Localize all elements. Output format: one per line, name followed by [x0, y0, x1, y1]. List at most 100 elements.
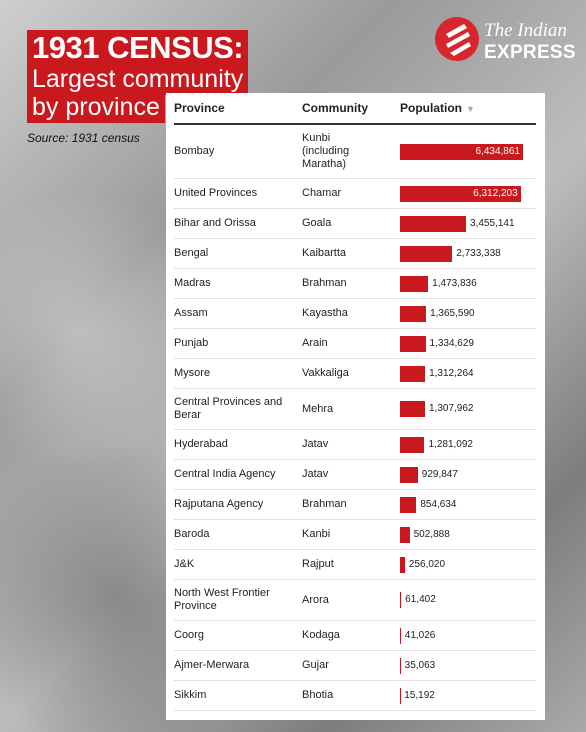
bar — [400, 365, 426, 382]
table-row: Baroda Kanbi 502,888 — [174, 520, 536, 550]
value-label: 502,888 — [413, 528, 450, 540]
table-row: Bihar and Orissa Goala 3,455,141 — [174, 209, 536, 239]
value-label: 15,192 — [404, 689, 435, 701]
column-header-cell[interactable]: Population ▼ — [400, 101, 536, 115]
logo-icon — [435, 17, 479, 61]
table-row: Bengal Kaibartta 2,733,338 — [174, 239, 536, 269]
bar — [400, 401, 425, 417]
province: Madras — [174, 277, 211, 289]
value-label: 1,365,590 — [430, 307, 475, 319]
population-cell: 41,026 — [400, 627, 536, 644]
table-row: Ajmer-Merwara Gujar 35,063 — [174, 651, 536, 681]
value-label: 1,281,092 — [428, 438, 473, 450]
province: North West Frontier Province — [174, 587, 270, 612]
province: United Provinces — [174, 187, 258, 199]
logo-text: EXPRESS — [484, 42, 576, 63]
community: Kodaga — [302, 629, 340, 641]
bar — [400, 335, 426, 352]
province: Bengal — [174, 247, 209, 259]
logo: The Indian EXPRESS — [434, 16, 576, 64]
province: J&K — [174, 558, 195, 570]
value-label: 1,312,264 — [429, 367, 474, 379]
value-label: 35,063 — [404, 659, 436, 671]
title-line: by province — [27, 93, 165, 123]
population-cell: 3,455,141 — [400, 215, 536, 232]
community: Kunbi (including Maratha) — [302, 132, 350, 170]
column-header: Community — [302, 101, 368, 115]
value-label: 41,026 — [404, 629, 436, 641]
province: Sikkim — [174, 689, 207, 701]
bar — [400, 526, 410, 543]
table-row: Hyderabad Jatav 1,281,092 — [174, 430, 536, 460]
value-label: 256,020 — [408, 558, 446, 570]
bar — [400, 556, 405, 573]
community: Goala — [302, 217, 332, 229]
value-label: 1,307,962 — [429, 403, 474, 414]
value-label: 1,473,836 — [432, 277, 477, 289]
community: Arain — [302, 337, 328, 349]
table-row: Madras Brahman 1,473,836 — [174, 269, 536, 299]
community: Vakkaliga — [302, 367, 349, 379]
table-panel: Province Community Population ▼ Bombay Kun… — [166, 93, 545, 720]
population-cell: 2,733,338 — [400, 245, 536, 262]
sort-icon: ▼ — [466, 104, 475, 114]
province: Mysore — [174, 367, 211, 379]
population-cell: 61,402 — [400, 592, 536, 608]
community: Kayastha — [302, 307, 348, 319]
table-row: Coorg Kodaga 41,026 — [174, 621, 536, 651]
population-cell: 15,192 — [400, 687, 536, 704]
population-cell: 1,281,092 — [400, 436, 536, 453]
value-label: 2,733,338 — [456, 247, 501, 259]
population-cell: 1,473,836 — [400, 275, 536, 292]
value-label: 929,847 — [421, 468, 458, 480]
province: Bombay — [174, 145, 215, 157]
population-cell: 256,020 — [400, 556, 536, 573]
population-cell: 502,888 — [400, 526, 536, 543]
bar — [400, 275, 429, 292]
population-cell: 1,307,962 — [400, 401, 536, 417]
title-line: 1931 CENSUS: — [27, 30, 249, 65]
province: Coorg — [174, 629, 204, 641]
bar — [400, 627, 401, 644]
value-label: 3,455,141 — [470, 217, 515, 229]
value-label: 854,634 — [420, 498, 457, 510]
bar — [400, 436, 425, 453]
community: Brahman — [302, 498, 347, 510]
bar — [400, 305, 427, 322]
table-row: Mysore Vakkaliga 1,312,264 — [174, 359, 536, 389]
bar — [400, 185, 521, 202]
province: Baroda — [174, 528, 210, 540]
bar — [400, 143, 523, 160]
community: Mehra — [302, 402, 334, 415]
province: Punjab — [174, 337, 209, 349]
population-cell: 6,434,861 — [400, 143, 536, 160]
community: Kanbi — [302, 528, 331, 540]
column-header: Population — [400, 101, 462, 115]
table-row: Central Provinces and Berar Mehra 1,307,96… — [174, 389, 536, 430]
province: Rajputana Agency — [174, 498, 264, 510]
population-cell: 1,334,629 — [400, 335, 536, 352]
table-row: Assam Kayastha 1,365,590 — [174, 299, 536, 329]
column-header: Province — [174, 101, 225, 115]
table-row: United Provinces Chamar 6,312,203 — [174, 179, 536, 209]
table: Province Community Population ▼ Bombay Kun… — [174, 93, 536, 711]
community: Jatav — [302, 468, 329, 480]
bar — [400, 592, 402, 608]
table-row: J&K Rajput 256,020 — [174, 550, 536, 580]
table-row: Punjab Arain 1,334,629 — [174, 329, 536, 359]
bar — [400, 496, 417, 513]
logo-text: The Indian — [484, 20, 567, 41]
bar — [400, 466, 418, 483]
bar — [400, 657, 401, 674]
value-label: 1,334,629 — [429, 337, 475, 349]
community: Gujar — [302, 659, 329, 671]
province: Central India Agency — [174, 468, 276, 480]
value-label: 61,402 — [405, 594, 436, 605]
table-row: Bombay Kunbi (including Maratha) 6,434,861 — [174, 125, 536, 179]
population-cell: 1,312,264 — [400, 365, 536, 382]
title-line: Largest community — [27, 64, 249, 95]
province: Hyderabad — [174, 438, 228, 450]
population-cell: 35,063 — [400, 657, 536, 674]
source: Source: 1931 census — [27, 131, 140, 145]
